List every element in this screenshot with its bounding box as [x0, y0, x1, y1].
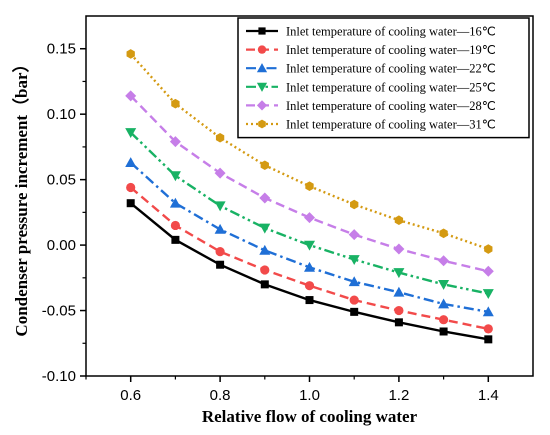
y-tick-label: 0.10 [47, 106, 76, 123]
data-point [393, 268, 405, 279]
x-tick-label: 0.8 [210, 387, 231, 404]
x-tick-label: 1.2 [388, 387, 409, 404]
legend-label: Inlet temperature of cooling water—31℃ [286, 118, 496, 132]
data-point [394, 215, 404, 226]
data-point [169, 171, 181, 182]
legend: Inlet temperature of cooling water—16℃ In… [237, 17, 530, 139]
data-point [439, 315, 449, 325]
data-point [484, 335, 493, 344]
data-point [304, 212, 315, 224]
data-point [393, 243, 405, 255]
data-point [169, 136, 181, 148]
data-point [348, 255, 360, 265]
data-point [260, 280, 269, 289]
data-point [394, 305, 404, 316]
data-point [439, 228, 448, 239]
data-point [438, 298, 450, 309]
data-point [169, 197, 181, 208]
data-point [215, 132, 225, 143]
x-tick-label: 1.4 [478, 387, 499, 404]
data-point [125, 128, 137, 139]
data-point [126, 182, 136, 193]
series-group [126, 49, 493, 254]
y-tick-label: -0.05 [42, 303, 76, 320]
data-point [171, 235, 180, 244]
series-group [125, 157, 494, 317]
data-point [482, 289, 494, 300]
legend-marker [256, 63, 268, 73]
data-point [215, 247, 225, 257]
x-tick-label: 0.6 [120, 387, 141, 404]
data-point [438, 279, 450, 290]
data-point [260, 160, 269, 171]
data-point [171, 98, 180, 109]
legend-label: Inlet temperature of cooling water—25℃ [286, 80, 496, 94]
data-point [125, 157, 137, 168]
data-point [350, 199, 359, 210]
legend-entry: Inlet temperature of cooling water—25℃ [246, 80, 496, 94]
y-tick-label: -0.10 [42, 368, 76, 385]
legend-label: Inlet temperature of cooling water—28℃ [286, 99, 496, 113]
data-point [482, 306, 494, 317]
legend-entry: Inlet temperature of cooling water—31℃ [246, 118, 496, 132]
legend-entry: Inlet temperature of cooling water—19℃ [246, 43, 496, 57]
series-group [125, 128, 494, 300]
legend-marker [257, 45, 267, 54]
y-tick-label: 0.00 [47, 237, 76, 254]
x-tick-label: 1.0 [299, 387, 320, 404]
legend-entry: Inlet temperature of cooling water—16℃ [246, 25, 496, 39]
legend-entry: Inlet temperature of cooling water—22℃ [246, 62, 496, 76]
data-point [350, 307, 359, 316]
y-axis-title: Condenser pressure increment（bar） [11, 55, 31, 336]
data-point [304, 261, 315, 272]
y-tick-label: 0.15 [47, 41, 76, 58]
data-point [125, 90, 137, 102]
data-point [304, 240, 315, 251]
data-point [214, 201, 226, 212]
legend-marker [256, 100, 268, 111]
series-line [129, 53, 489, 251]
data-point [482, 265, 494, 277]
data-point [439, 327, 448, 336]
data-point [305, 296, 314, 305]
data-point [305, 181, 314, 191]
legend-marker [258, 119, 266, 129]
data-point [260, 265, 270, 275]
legend-box [237, 17, 530, 139]
data-point [259, 192, 271, 204]
data-point [216, 260, 225, 269]
series-group [126, 199, 493, 344]
y-tick-label: 0.05 [47, 172, 76, 189]
data-point [394, 318, 403, 327]
series-group [126, 182, 493, 334]
data-point [170, 220, 180, 231]
data-point [438, 255, 450, 267]
legend-label: Inlet temperature of cooling water—16℃ [286, 25, 496, 39]
legend-marker [256, 82, 268, 92]
legend-label: Inlet temperature of cooling water—22℃ [286, 62, 496, 76]
data-point [393, 286, 405, 297]
legend-marker [258, 27, 266, 35]
data-point [304, 281, 315, 291]
data-point [483, 324, 493, 334]
legend-entry: Inlet temperature of cooling water—28℃ [246, 99, 496, 113]
data-point [259, 244, 271, 255]
data-point [214, 167, 226, 179]
x-axis-title: Relative flow of cooling water [202, 407, 418, 426]
data-point [259, 223, 271, 234]
data-point [349, 295, 359, 305]
data-point [126, 49, 135, 59]
legend-label: Inlet temperature of cooling water—19℃ [286, 43, 496, 57]
data-point [348, 276, 360, 287]
data-point [484, 244, 493, 254]
series-line [129, 186, 489, 331]
series-group [125, 90, 494, 277]
data-point [348, 229, 360, 241]
data-point [126, 199, 135, 208]
data-point [214, 223, 226, 234]
